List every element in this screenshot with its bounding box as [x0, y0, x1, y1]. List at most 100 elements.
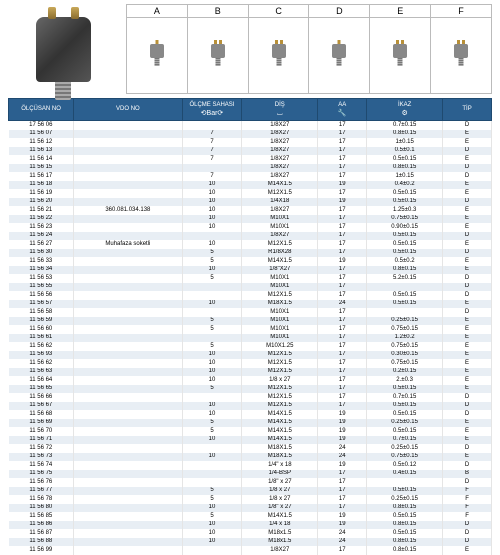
table-cell: 0.7±0.15	[367, 393, 443, 402]
table-cell: 11 56 27	[9, 240, 74, 249]
sensor-type-icon	[209, 44, 227, 68]
spec-table-head: ÖLÇÜSAN NOVDO NOÖLÇME SAHASI⟲Bar⟳DİŞ⌴AA🔧…	[9, 99, 492, 121]
table-cell	[367, 283, 443, 292]
table-cell	[74, 487, 183, 496]
type-cell-B	[188, 18, 249, 93]
table-cell	[74, 521, 183, 530]
type-header-B: B	[188, 5, 249, 17]
table-row: 11 56 7110M14X1.5190.7±0.15E	[9, 436, 492, 445]
table-cell: 11 56 14	[9, 155, 74, 164]
table-row: 11 56 751/4-BSP170.4±0.15B	[9, 470, 492, 479]
table-row: 11 56 7310M18X1.5240.75±0.15E	[9, 453, 492, 462]
table-cell: 1/8" x 27	[242, 504, 318, 513]
table-cell: 19	[318, 436, 367, 445]
table-cell: M10X1.25	[242, 342, 318, 351]
table-cell: 17	[318, 147, 367, 156]
col-header-3: DİŞ⌴	[242, 99, 318, 121]
table-cell: E	[443, 376, 492, 385]
type-cell-E	[370, 18, 431, 93]
table-cell	[74, 172, 183, 181]
table-cell: 1/4X18	[242, 198, 318, 207]
table-cell: E	[443, 342, 492, 351]
table-cell: 0.5±0.2	[367, 257, 443, 266]
table-cell: 17	[318, 342, 367, 351]
table-row: 11 56 56M12X1.5170.5±0.15D	[9, 291, 492, 300]
table-cell	[74, 461, 183, 470]
table-cell: 0.4±0.2	[367, 181, 443, 190]
table-cell	[182, 546, 242, 555]
table-cell: M10X1	[242, 223, 318, 232]
table-row: 11 56 21360.081.034.138101/8X27171.25±0.…	[9, 206, 492, 215]
table-cell: M12X1.5	[242, 351, 318, 360]
table-cell: 11 56 07	[9, 130, 74, 139]
table-cell: 0.5±0.15	[367, 385, 443, 394]
table-cell: D	[443, 529, 492, 538]
table-cell: 0.4±0.15	[367, 470, 443, 479]
table-row: 11 56 20101/4X18190.5±0.15D	[9, 198, 492, 207]
table-cell	[74, 538, 183, 547]
table-cell: 11 56 20	[9, 198, 74, 207]
table-cell	[74, 121, 183, 130]
table-cell: 17	[318, 308, 367, 317]
table-cell	[74, 130, 183, 139]
table-cell: 10	[182, 504, 242, 513]
table-cell: 10	[182, 266, 242, 275]
table-cell	[74, 376, 183, 385]
table-cell	[74, 334, 183, 343]
table-cell	[74, 368, 183, 377]
table-cell	[74, 529, 183, 538]
table-cell	[182, 291, 242, 300]
table-cell	[74, 436, 183, 445]
table-cell: 17	[318, 376, 367, 385]
table-cell: 11 56 19	[9, 189, 74, 198]
table-row: 11 56 64101/8 x 27172.±0.3E	[9, 376, 492, 385]
table-cell: 17	[318, 291, 367, 300]
table-cell	[74, 291, 183, 300]
table-cell: 11 56 55	[9, 283, 74, 292]
table-cell: 1/8X27	[242, 121, 318, 130]
table-row: 11 56 151/8X27170.8±0.15D	[9, 164, 492, 173]
table-cell: E	[443, 130, 492, 139]
table-cell: 19	[318, 512, 367, 521]
table-cell: 11 56 34	[9, 266, 74, 275]
table-cell: 5	[182, 317, 242, 326]
table-cell: 0.5±0.15	[367, 232, 443, 241]
col-header-6: TİP	[443, 99, 492, 121]
table-cell: 0.25±0.15	[367, 317, 443, 326]
table-cell: M12X1.5	[242, 189, 318, 198]
table-cell: 17	[318, 283, 367, 292]
table-cell	[182, 232, 242, 241]
table-cell: E	[443, 240, 492, 249]
table-cell: D	[443, 232, 492, 241]
spec-table-body: 17 56 061/8X27170.7±0.15D11 56 0771/8X27…	[9, 121, 492, 555]
table-cell: D	[443, 308, 492, 317]
table-cell: 5	[182, 274, 242, 283]
table-cell: 1/8X27	[242, 130, 318, 139]
table-cell: 17	[318, 402, 367, 411]
table-cell: 0.8±0.15	[367, 504, 443, 513]
table-cell: D	[443, 249, 492, 258]
table-cell: 0.90±0.15	[367, 223, 443, 232]
table-cell: 17	[318, 189, 367, 198]
type-cell-F	[431, 18, 491, 93]
table-cell: 5	[182, 487, 242, 496]
table-cell: 0.8±0.15	[367, 538, 443, 547]
type-header-row: ABCDEF	[127, 5, 491, 18]
type-header-D: D	[309, 5, 370, 17]
table-cell	[74, 385, 183, 394]
table-cell: 11 56 30	[9, 249, 74, 258]
table-cell	[74, 138, 183, 147]
table-cell: 1/8 x 27	[242, 376, 318, 385]
table-cell	[74, 164, 183, 173]
type-cell-C	[249, 18, 310, 93]
sensor-body-graphic	[36, 17, 91, 82]
table-cell: 19	[318, 427, 367, 436]
table-cell: 11 56 93	[9, 351, 74, 360]
table-cell: 17	[318, 546, 367, 555]
table-cell: 11 56 88	[9, 538, 74, 547]
table-cell	[74, 274, 183, 283]
table-cell: M12X1.5	[242, 368, 318, 377]
table-cell: 0.30±0.15	[367, 351, 443, 360]
table-cell	[74, 359, 183, 368]
table-cell: 11 56 62	[9, 342, 74, 351]
